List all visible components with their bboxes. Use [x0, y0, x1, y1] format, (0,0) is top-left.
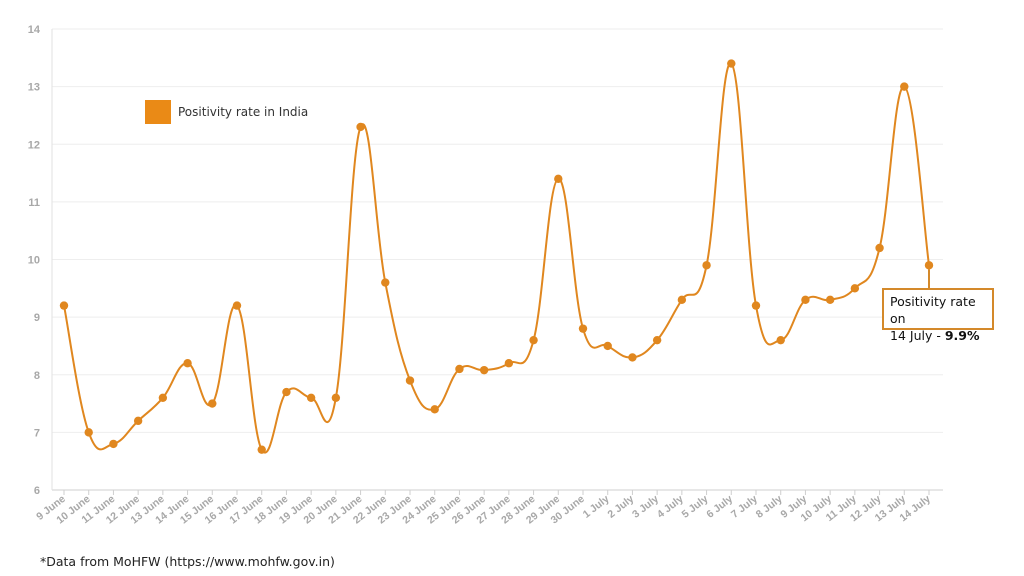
data-point: [479, 365, 489, 375]
y-tick-label: 12: [28, 139, 40, 151]
callout-box: Positivity rate on 14 July - 9.9%: [882, 288, 994, 343]
legend-swatch: [145, 100, 171, 124]
callout-line2-prefix: 14 July -: [890, 328, 945, 343]
data-point: [282, 387, 291, 397]
data-point: [84, 428, 93, 437]
callout-line2: 14 July - 9.9%: [890, 327, 986, 344]
data-point: [727, 59, 736, 68]
y-tick-label: 8: [34, 370, 40, 382]
data-point: [455, 364, 464, 374]
y-tick-label: 7: [34, 427, 40, 439]
data-point: [801, 295, 810, 305]
series-line: [63, 62, 930, 454]
data-point: [430, 405, 439, 414]
legend-label: Positivity rate in India: [178, 105, 308, 119]
x-tick-label: 1 July: [581, 493, 612, 521]
y-tick-label: 13: [28, 82, 40, 94]
grid-lines: [51, 28, 943, 491]
data-point: [356, 122, 365, 132]
data-points: [59, 59, 934, 454]
data-point: [306, 393, 316, 402]
x-tick-label: 8 July: [754, 493, 785, 521]
data-point: [578, 324, 588, 333]
x-tick-label: 6 July: [704, 493, 735, 521]
x-tick-label: 7 July: [729, 493, 760, 521]
data-point: [405, 376, 415, 385]
data-point: [900, 82, 909, 91]
data-point: [257, 445, 266, 454]
data-point: [677, 295, 687, 305]
data-point: [652, 335, 662, 345]
data-point: [232, 301, 242, 310]
data-point: [158, 393, 168, 402]
x-tick-label: 4 July: [655, 493, 686, 521]
x-tick-label: 3 July: [630, 493, 661, 521]
data-point: [183, 359, 192, 368]
y-tick-label: 14: [28, 24, 41, 36]
data-point: [875, 243, 884, 253]
data-point: [208, 399, 217, 408]
y-tick-label: 9: [34, 312, 40, 324]
data-point: [529, 335, 538, 345]
data-point: [59, 301, 69, 310]
data-point: [381, 278, 390, 287]
x-tick-label: 2 July: [605, 493, 636, 521]
data-point: [554, 174, 563, 184]
data-point: [850, 284, 860, 293]
data-point: [776, 335, 785, 345]
data-source-note: *Data from MoHFW (https://www.mohfw.gov.…: [40, 554, 335, 569]
y-tick-label: 11: [28, 197, 40, 209]
data-point: [628, 353, 637, 362]
data-point: [702, 261, 711, 270]
data-point: [751, 301, 761, 310]
y-tick-label: 10: [28, 255, 40, 267]
data-point: [133, 416, 143, 426]
y-tick-label: 6: [34, 485, 40, 497]
callout-line1: Positivity rate on: [890, 294, 976, 326]
callout-value: 9.9%: [944, 328, 980, 343]
data-point: [924, 261, 934, 270]
y-axis: 6 7 8 9 10 11 12 13 14: [28, 24, 41, 497]
data-point: [825, 295, 835, 305]
data-point: [504, 359, 514, 368]
legend: Positivity rate in India: [145, 100, 308, 124]
data-point: [109, 439, 118, 449]
x-tick-label: 5 July: [680, 493, 711, 521]
data-point: [603, 341, 612, 351]
data-point: [331, 393, 341, 402]
